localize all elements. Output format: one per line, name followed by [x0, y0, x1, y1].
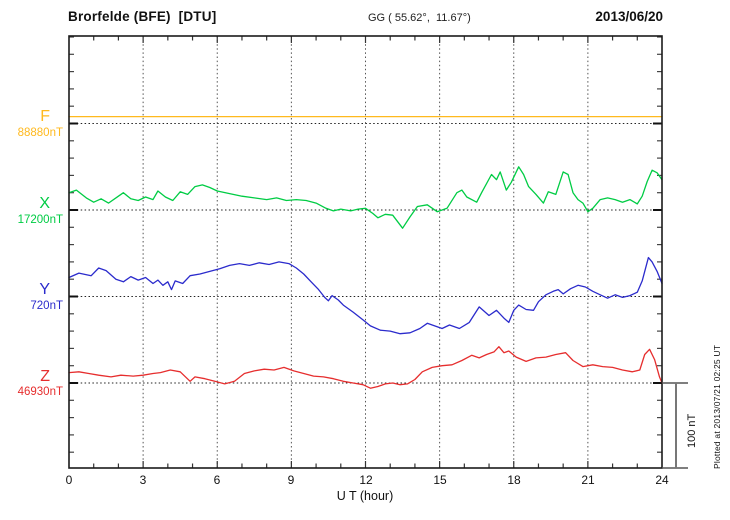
trace-X [68, 166, 663, 229]
component-value-F: 88880nT [17, 127, 63, 139]
plot-frame [68, 35, 663, 469]
x-axis-title: U T (hour) [336, 489, 394, 503]
observatory-title: Brorfelde (BFE) [DTU] [68, 9, 217, 24]
x-tick-label-0: 0 [65, 473, 73, 487]
x-tick-label-12: 12 [359, 473, 373, 487]
plotted-at-label: Plotted at 2013/07/21 02:25 UT [712, 344, 722, 469]
component-letter-Z: Z [40, 368, 50, 385]
scale-bar-label: 100 nT [686, 413, 698, 448]
x-tick-label-24: 24 [655, 473, 669, 487]
component-value-X: 17200nT [17, 214, 63, 226]
x-tick-label-21: 21 [581, 473, 595, 487]
x-tick-label-6: 6 [213, 473, 221, 487]
date-label: 2013/06/20 [595, 9, 663, 24]
geographic-coordinates: GG ( 55.62°, 11.67°) [368, 12, 471, 24]
component-letter-X: X [39, 195, 50, 212]
trace-Y [68, 256, 663, 335]
component-value-Z: 46930nT [17, 386, 63, 398]
x-tick-label-15: 15 [433, 473, 447, 487]
x-tick-label-3: 3 [139, 473, 147, 487]
trace-Z [68, 346, 663, 389]
x-tick-label-9: 9 [287, 473, 295, 487]
component-value-Y: 720nT [30, 300, 63, 312]
x-tick-label-18: 18 [507, 473, 521, 487]
component-letter-Y: Y [39, 281, 50, 298]
component-letter-F: F [40, 108, 50, 125]
